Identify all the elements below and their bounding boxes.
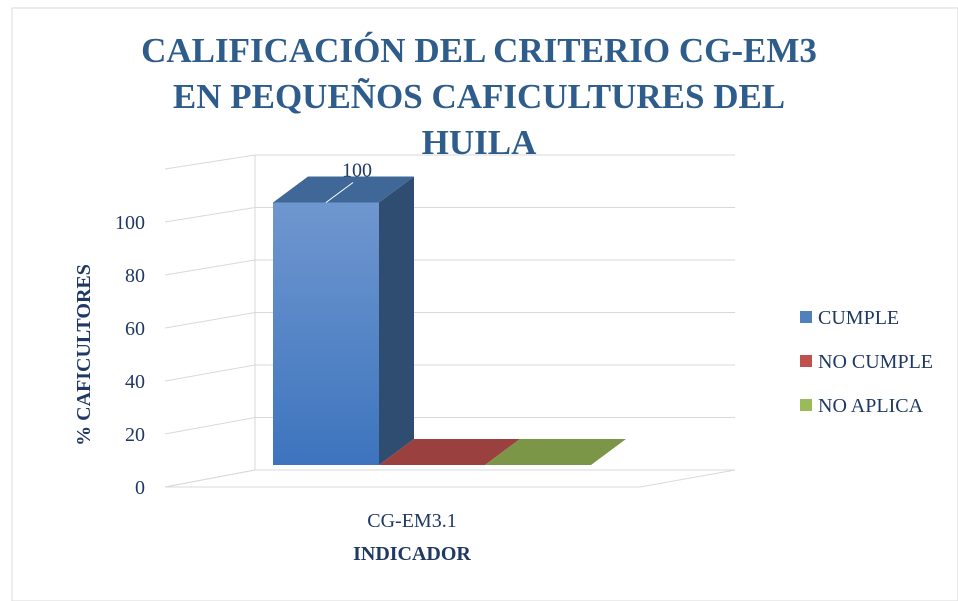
grid-line xyxy=(164,469,735,488)
legend-swatch xyxy=(800,399,812,411)
grid-line xyxy=(164,417,735,435)
y-tick-label: 0 xyxy=(135,477,145,499)
x-axis-label: INDICADOR xyxy=(353,543,471,565)
bar xyxy=(273,176,414,465)
legend-label: NO APLICA xyxy=(818,395,924,417)
grid-line xyxy=(164,364,735,382)
legend-swatch xyxy=(800,311,812,323)
y-tick-label: 100 xyxy=(115,212,145,234)
y-axis-label: % CAFICULTORES xyxy=(73,264,95,446)
y-tick-label: 20 xyxy=(125,424,145,446)
bar xyxy=(485,439,626,465)
bar-face xyxy=(379,439,520,465)
frame xyxy=(11,7,958,601)
bar xyxy=(379,439,520,465)
floor-edge xyxy=(639,469,736,488)
y-tick-label: 60 xyxy=(125,318,145,340)
y-tick-label: 80 xyxy=(125,265,145,287)
bar-face xyxy=(273,202,379,465)
legend-label: CUMPLE xyxy=(818,307,899,329)
chart-title: CALIFICACIÓN DEL CRITERIO CG-EM3 EN PEQU… xyxy=(141,31,817,162)
label-leader xyxy=(325,182,354,203)
legend-label: NO CUMPLE xyxy=(818,351,933,373)
data-label: 100 xyxy=(342,160,372,182)
grid-line xyxy=(164,207,735,223)
bar-face xyxy=(379,176,414,465)
wall-edge xyxy=(164,154,256,170)
grid-line xyxy=(164,259,735,276)
x-tick-label: CG-EM3.1 xyxy=(367,510,456,532)
y-tick-label: 40 xyxy=(125,371,145,393)
grid-line xyxy=(164,312,735,329)
bar-face xyxy=(485,439,626,465)
legend-swatch xyxy=(800,355,812,367)
